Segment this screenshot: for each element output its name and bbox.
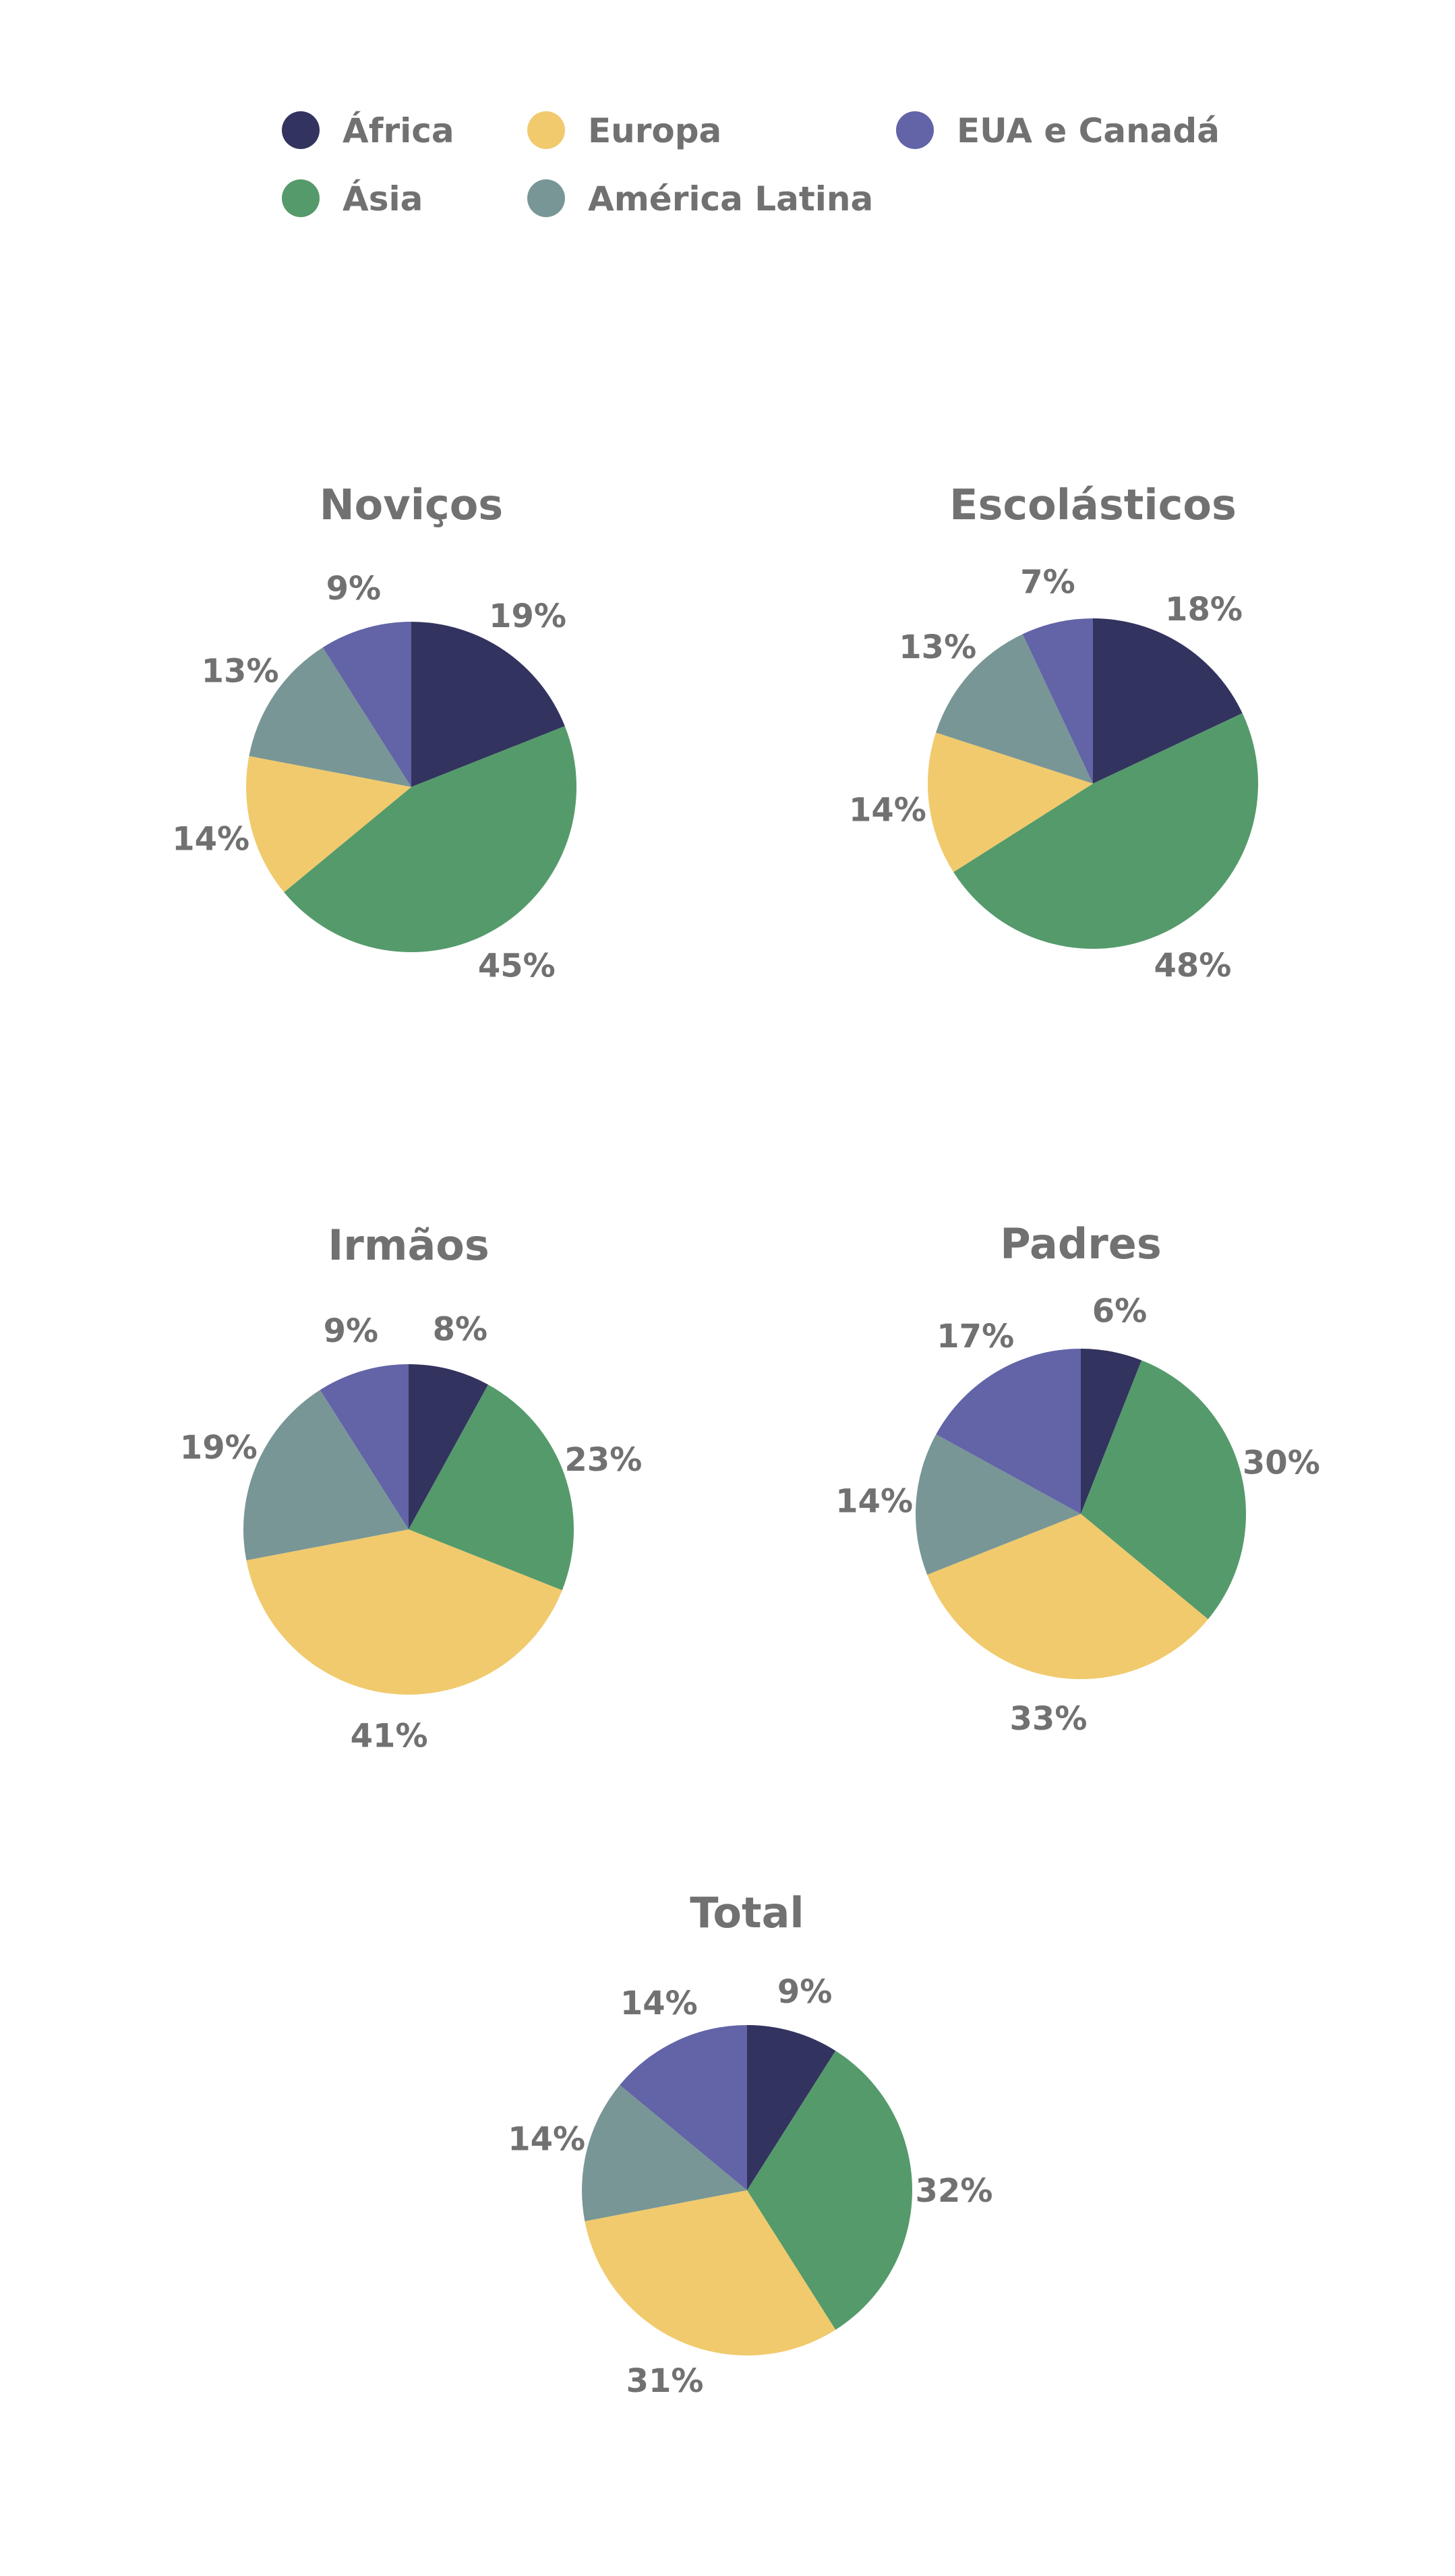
pie-slice-padres-eua xyxy=(936,1349,1081,1514)
legend-item-europa: Europa xyxy=(527,111,721,150)
pie-slice-irmaos-africa xyxy=(409,1364,489,1529)
slice-label-total-europa: 31% xyxy=(626,2362,704,2400)
legend-item-asia: Ásia xyxy=(282,179,423,218)
pie-slice-padres-latina xyxy=(915,1434,1081,1575)
pie-slice-padres-asia xyxy=(1081,1360,1247,1620)
slice-label-novicos-europa: 14% xyxy=(172,820,249,858)
slice-label-novicos-eua: 9% xyxy=(326,570,382,608)
slice-label-escolasticos-europa: 14% xyxy=(849,791,926,829)
legend-label-eua: EUA e Canadá xyxy=(957,111,1220,150)
slice-label-padres-latina: 14% xyxy=(835,1483,913,1521)
pie-title-padres: Padres xyxy=(1000,1219,1162,1268)
legend-swatch-latina xyxy=(527,179,565,217)
slice-label-escolasticos-asia: 48% xyxy=(1154,947,1231,985)
slice-label-total-asia: 32% xyxy=(916,2172,993,2210)
pie-padres: Padres 6% 30% 33% 14% 17% xyxy=(835,1219,1320,1738)
pie-slice-escolasticos-asia xyxy=(953,713,1259,949)
pie-slice-padres-europa xyxy=(927,1514,1208,1680)
pie-slice-padres-africa xyxy=(1081,1349,1142,1514)
pie-title-total: Total xyxy=(690,1888,804,1937)
pie-total: Total 9% 32% 31% 14% 14% xyxy=(508,1888,992,2400)
slice-label-escolasticos-africa: 18% xyxy=(1165,591,1243,628)
slice-label-total-latina: 14% xyxy=(508,2121,585,2159)
pie-irmaos: Irmãos 8% 23% 41% 19% 9% xyxy=(180,1221,642,1755)
pie-slice-irmaos-europa xyxy=(246,1529,562,1695)
legend-item-eua: EUA e Canadá xyxy=(896,111,1220,150)
pie-slice-escolasticos-europa xyxy=(927,732,1093,873)
legend-label-africa: África xyxy=(343,111,454,150)
pie-title-irmaos: Irmãos xyxy=(328,1221,489,1270)
slice-label-padres-asia: 30% xyxy=(1243,1444,1320,1482)
pie-escolasticos: Escolásticos 18% 48% 14% 13% 7% xyxy=(849,480,1259,985)
slice-label-escolasticos-eua: 7% xyxy=(1020,563,1075,601)
pie-slice-escolasticos-africa xyxy=(1093,618,1243,784)
slice-label-total-africa: 9% xyxy=(777,1973,833,2011)
pie-slice-novicos-eua xyxy=(322,622,411,787)
pie-slice-total-eua xyxy=(620,2025,747,2190)
pie-slice-irmaos-eua xyxy=(320,1364,409,1529)
pie-slice-novicos-europa xyxy=(245,756,411,893)
legend-swatch-eua xyxy=(896,111,934,149)
legend-label-europa: Europa xyxy=(588,111,721,150)
pie-slice-total-africa xyxy=(747,2025,836,2190)
legend: África Europa EUA e Canadá Ásia América Lati… xyxy=(282,111,1220,218)
legend-swatch-europa xyxy=(527,111,565,149)
pie-slice-escolasticos-eua xyxy=(1022,618,1093,784)
pie-slice-total-latina xyxy=(581,2084,747,2221)
pie-slice-total-europa xyxy=(585,2190,836,2356)
slice-label-padres-europa: 33% xyxy=(1010,1700,1088,1738)
pie-title-escolasticos: Escolásticos xyxy=(949,480,1237,529)
pie-slice-escolasticos-latina xyxy=(935,634,1093,784)
legend-swatch-asia xyxy=(282,179,320,217)
slice-label-escolasticos-latina: 13% xyxy=(899,628,976,666)
slice-label-novicos-africa: 19% xyxy=(489,597,566,635)
pie-slice-novicos-asia xyxy=(284,726,577,953)
pie-slice-novicos-africa xyxy=(411,622,565,787)
slice-label-novicos-latina: 13% xyxy=(202,652,279,690)
legend-item-latina: América Latina xyxy=(527,179,873,218)
slice-label-novicos-asia: 45% xyxy=(478,947,556,985)
pie-slice-total-asia xyxy=(747,2051,913,2330)
slice-label-irmaos-europa: 41% xyxy=(351,1718,428,1755)
legend-item-africa: África xyxy=(282,111,454,150)
pie-charts: Noviços 19% 45% 14% 13% 9% Escolásticos 18% 48% 1… xyxy=(172,480,1320,2400)
legend-label-asia: Ásia xyxy=(343,179,423,218)
slice-label-total-eua: 14% xyxy=(620,1985,698,2022)
slice-label-irmaos-africa: 8% xyxy=(433,1311,488,1349)
slice-label-irmaos-eua: 9% xyxy=(324,1312,379,1350)
pie-slice-novicos-latina xyxy=(249,647,411,787)
pie-title-novicos: Noviços xyxy=(320,480,503,529)
pie-slice-irmaos-latina xyxy=(243,1390,409,1560)
legend-swatch-africa xyxy=(282,111,320,149)
legend-label-latina: América Latina xyxy=(588,179,873,218)
slice-label-padres-africa: 6% xyxy=(1092,1292,1148,1330)
slice-label-irmaos-latina: 19% xyxy=(180,1429,258,1467)
pie-slice-irmaos-asia xyxy=(409,1384,574,1591)
slice-label-irmaos-asia: 23% xyxy=(564,1441,642,1479)
slice-label-padres-eua: 17% xyxy=(937,1318,1014,1355)
pie-novicos: Noviços 19% 45% 14% 13% 9% xyxy=(172,480,577,985)
